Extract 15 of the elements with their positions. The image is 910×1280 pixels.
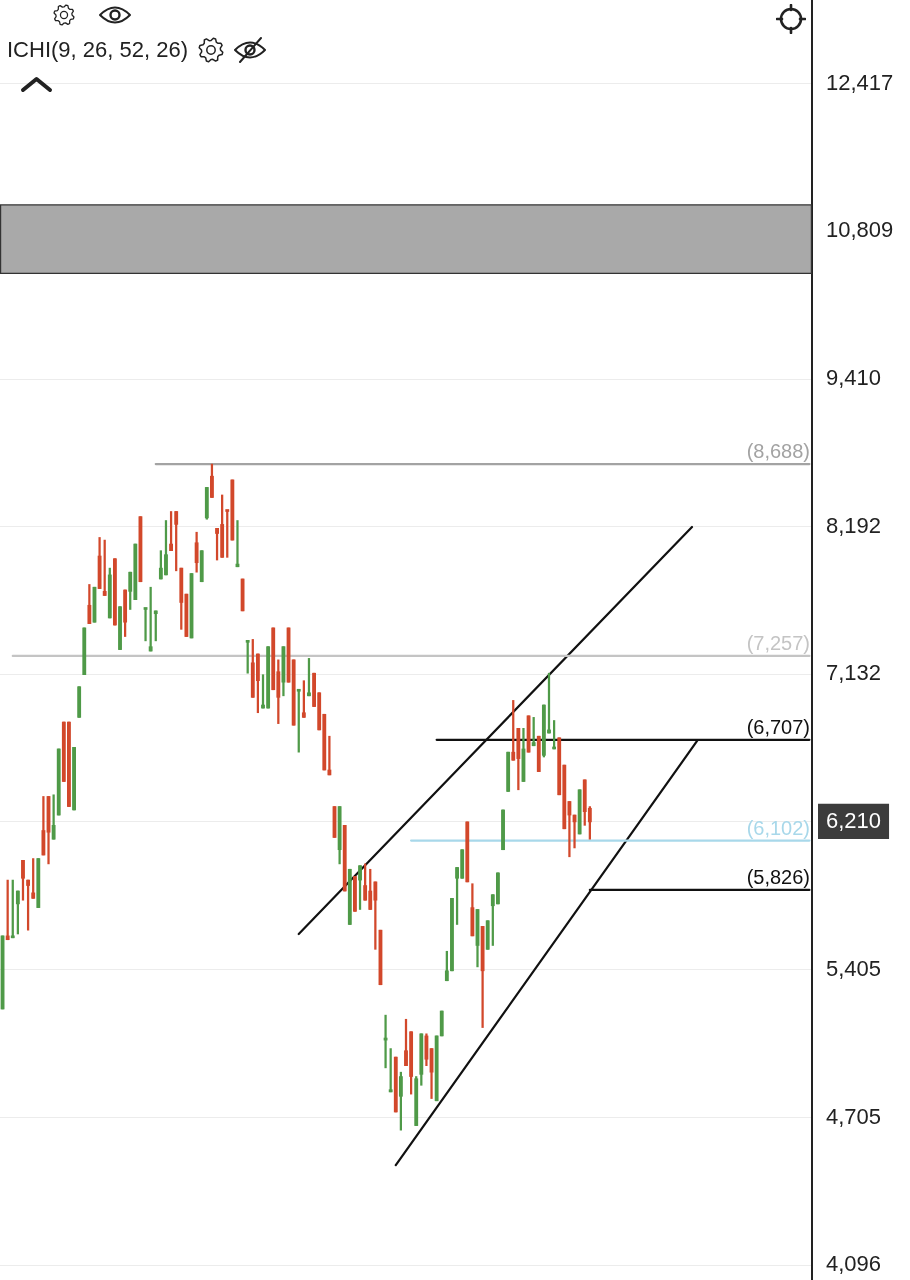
y-tick-label: 4,705: [826, 1103, 882, 1129]
series-label: (6,707): [746, 715, 810, 738]
y-tick-label: 5,405: [826, 955, 882, 981]
y-tick-label: 8,192: [826, 512, 882, 538]
series-label: (6,102): [746, 816, 810, 839]
annotation: ICHI(9, 26, 52, 26): [7, 37, 188, 63]
y-tick-label: 10,809: [826, 217, 894, 243]
y-tick-label: 7,132: [826, 660, 882, 686]
series-label: (5,826): [746, 865, 810, 888]
series-label: (8,688): [746, 440, 810, 463]
y-tick-label: 12,417: [826, 69, 894, 95]
series-label: (7,257): [746, 631, 810, 654]
y-tick-label: 9,410: [826, 365, 882, 391]
y-tick-label: 4,096: [826, 1251, 882, 1277]
y-tick-label: 6,210: [826, 807, 882, 833]
